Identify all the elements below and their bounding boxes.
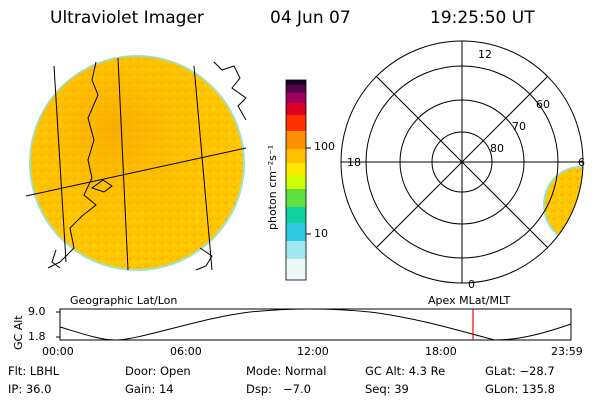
seq-readout: Seq: 39: [365, 382, 409, 396]
mlat-label-80: 80: [490, 142, 504, 155]
instrument-title: Ultraviolet Imager: [50, 8, 204, 28]
xtick-2359: 23:59: [551, 345, 583, 358]
mlt-label-0: 0: [468, 278, 475, 291]
coastline-outlines: [47, 61, 247, 271]
colorbar: [285, 79, 311, 281]
filter-readout: Flt: LBHL: [8, 364, 60, 378]
time-label: 19:25:50 UT: [430, 8, 535, 28]
mlt-label-18: 18: [347, 156, 361, 169]
geographic-caption: Geographic Lat/Lon: [70, 294, 178, 307]
xtick-1800: 18:00: [425, 345, 457, 358]
mlt-label-12: 12: [478, 48, 492, 61]
latlon-grid: [25, 57, 247, 271]
colorbar-tick-10: 10: [314, 227, 328, 240]
glon-readout: GLon: 135.8: [485, 382, 555, 396]
xtick-0000: 00:00: [42, 345, 74, 358]
altitude-ytick-high: 9.0: [28, 305, 46, 318]
altitude-curve: [59, 308, 572, 341]
gc-alt-readout: GC Alt: 4.3 Re: [365, 364, 446, 378]
mode-readout: Mode: Normal: [246, 364, 327, 378]
gain-readout: Gain: 14: [125, 382, 174, 396]
altitude-ylabel: GC Alt: [12, 315, 25, 350]
xtick-0600: 06:00: [170, 345, 202, 358]
earth-disk-image: [29, 55, 245, 271]
colorbar-tick-100: 100: [314, 140, 335, 153]
xtick-1200: 12:00: [297, 345, 329, 358]
mlt-label-6: 6: [578, 156, 585, 169]
apex-caption: Apex MLat/MLT: [428, 294, 511, 307]
altitude-plot: [56, 308, 572, 341]
mlat-label-70: 70: [512, 120, 526, 133]
dsp-readout: Dsp: −7.0: [246, 382, 311, 396]
door-readout: Door: Open: [125, 364, 191, 378]
glat-readout: GLat: −28.7: [485, 364, 555, 378]
mlat-label-60: 60: [536, 98, 550, 111]
polar-plot: [340, 40, 584, 284]
ip-readout: IP: 36.0: [8, 382, 52, 396]
date-label: 04 Jun 07: [270, 8, 351, 28]
altitude-ytick-low: 1.8: [28, 330, 46, 343]
colorbar-unit-label: photon cm⁻²s⁻¹: [266, 144, 279, 230]
